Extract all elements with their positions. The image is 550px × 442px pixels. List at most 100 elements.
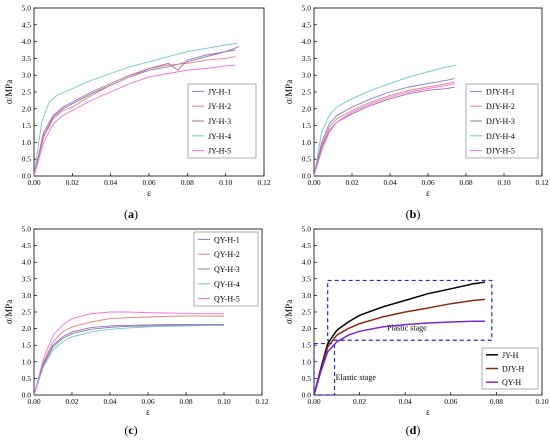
panel-d-x-axis-label: ε — [426, 407, 430, 417]
panel-d-y-tick-label: 0.5 — [302, 374, 312, 383]
panel-b-y-tick-label: 1.5 — [302, 121, 312, 130]
panel-b-x-tick-label: 0.00 — [307, 178, 320, 187]
panel-a-legend-label-2: JY-H-2 — [208, 102, 231, 111]
panel-b-x-tick-label: 0.02 — [345, 178, 358, 187]
panel-a-y-tick-label: 5.0 — [22, 4, 32, 13]
panel-a-x-tick-label: 0.02 — [66, 178, 79, 187]
panel-b-series-line-2 — [313, 81, 455, 177]
panel-a-x-tick-label: 0.06 — [142, 178, 155, 187]
panel-a-series-line-3 — [33, 46, 240, 177]
panel-a-legend-label-3: JY-H-3 — [208, 117, 231, 126]
panel-c-x-tick-label: 0.00 — [27, 397, 40, 406]
panel-a-series-line-5 — [33, 64, 236, 177]
panel-c-y-tick-label: 3.0 — [22, 291, 32, 300]
panel-d-elastic-stage-label: Elastic stage — [336, 373, 377, 382]
panel-b-y-tick-label: 3.5 — [302, 54, 312, 63]
panel-b-y-tick-label: 1.0 — [302, 138, 312, 147]
panel-b-caption: (b) — [406, 207, 421, 221]
panel-c-x-tick-label: 0.04 — [103, 397, 116, 406]
panel-b-x-tick-label: 0.04 — [383, 178, 396, 187]
panel-a-x-tick-label: 0.10 — [219, 178, 232, 187]
panel-c-y-tick-label: 5.0 — [22, 225, 32, 234]
panel-c-y-tick-label: 2.0 — [22, 324, 32, 333]
panel-b-x-tick-label: 0.08 — [459, 178, 472, 187]
panel-b-y-tick-label: 0.5 — [302, 155, 312, 164]
panel-b-y-axis-label: σ/MPa — [284, 80, 294, 104]
panel-a-legend-label-4: JY-H-4 — [208, 132, 231, 141]
panel-b-series-line-4 — [313, 64, 457, 177]
panel-d-elastic-stage-box — [313, 342, 336, 396]
panel-c-legend-label-4: QY-H-4 — [214, 280, 240, 289]
panel-b-series-line-5 — [313, 83, 455, 177]
panel-d-y-tick-label: 0.0 — [302, 391, 312, 400]
panel-c-series-line-1 — [33, 324, 224, 396]
panel-c-y-tick-label: 1.0 — [22, 357, 32, 366]
panel-b-x-tick-label: 0.06 — [421, 178, 434, 187]
panel-a-y-tick-label: 1.0 — [22, 138, 32, 147]
panel-a-x-tick-label: 0.04 — [104, 178, 117, 187]
panel-d-y-tick-label: 2.5 — [302, 308, 312, 317]
panel-b-legend-label-5: DJY-H-5 — [486, 147, 515, 156]
panel-c-y-tick-label: 4.5 — [22, 241, 32, 250]
panel-a-y-tick-label: 2.5 — [22, 88, 32, 97]
panel-b-x-axis-label: ε — [426, 188, 430, 198]
panel-d-x-tick-label: 0.10 — [535, 397, 548, 406]
panel-c-x-tick-label: 0.08 — [179, 397, 192, 406]
panel-a-legend-label-5: JY-H-5 — [208, 147, 231, 156]
panel-a-caption: (a) — [124, 207, 138, 221]
panel-c-y-tick-label: 4.0 — [22, 258, 32, 267]
panel-a-y-tick-label: 4.5 — [22, 20, 32, 29]
panel-b-legend-label-4: DJY-H-4 — [486, 132, 515, 141]
panel-c-series-line-5 — [33, 311, 224, 396]
panel-d-y-tick-label: 3.0 — [302, 291, 312, 300]
panel-a-series-line-2 — [33, 56, 236, 177]
panel-c-x-axis-label: ε — [146, 407, 150, 417]
panel-c-x-tick-label: 0.10 — [217, 397, 230, 406]
panel-d-series-line-1 — [313, 281, 486, 396]
panel-d-plastic-stage-label: Plastic stage — [387, 323, 427, 332]
panel-a-series-line-4 — [33, 42, 238, 177]
panel-d-x-tick-label: 0.08 — [490, 397, 503, 406]
panel-d-x-tick-label: 0.04 — [399, 397, 412, 406]
panel-a-y-tick-label: 3.0 — [22, 71, 32, 80]
panel-d-y-tick-label: 3.5 — [302, 274, 312, 283]
panel-b-y-tick-label: 2.5 — [302, 88, 312, 97]
panel-b-x-tick-label: 0.12 — [535, 178, 548, 187]
panel-d-x-tick-label: 0.00 — [307, 397, 320, 406]
panel-d-caption: (d) — [406, 423, 421, 437]
panel-c-x-tick-label: 0.06 — [141, 397, 154, 406]
panel-b-y-tick-label: 3.0 — [302, 71, 312, 80]
panel-b-y-tick-label: 4.0 — [302, 37, 312, 46]
panel-d-y-tick-label: 1.0 — [302, 357, 312, 366]
panel-a-x-axis-label: ε — [147, 188, 151, 198]
panel-c-legend-label-1: QY-H-1 — [214, 235, 240, 244]
panel-b-y-tick-label: 5.0 — [302, 4, 312, 13]
panel-b-y-tick-label: 2.0 — [302, 104, 312, 113]
panel-d-legend-label-3: QY-H — [502, 378, 521, 387]
panel-a-y-tick-label: 1.5 — [22, 121, 32, 130]
panel-d-y-axis-label: σ/MPa — [284, 300, 294, 324]
panel-b-legend-label-1: DJY-H-1 — [486, 87, 515, 96]
panel-d-legend-label-1: JY-H — [502, 351, 519, 360]
panel-c-y-tick-label: 2.5 — [22, 308, 32, 317]
panel-c-series-line-2 — [33, 315, 224, 396]
panel-c-legend-label-3: QY-H-3 — [214, 265, 240, 274]
panel-c-legend-label-5: QY-H-5 — [214, 295, 240, 304]
panel-a-y-tick-label: 3.5 — [22, 54, 32, 63]
panel-a-y-tick-label: 2.0 — [22, 104, 32, 113]
panel-a-y-tick-label: 0.5 — [22, 155, 32, 164]
panel-c-x-tick-label: 0.02 — [65, 397, 78, 406]
panel-c-y-tick-label: 3.5 — [22, 274, 32, 283]
panel-d-y-tick-label: 1.5 — [302, 341, 312, 350]
panel-a-y-axis-label: σ/MPa — [4, 80, 14, 104]
panel-d-x-tick-label: 0.06 — [444, 397, 457, 406]
panel-b-x-tick-label: 0.10 — [497, 178, 510, 187]
panel-d-y-tick-label: 5.0 — [302, 225, 312, 234]
panel-b-y-tick-label: 0.0 — [302, 172, 312, 181]
panel-a-y-tick-label: 0.0 — [22, 172, 32, 181]
panel-a-x-tick-label: 0.08 — [181, 178, 194, 187]
panel-a-y-tick-label: 4.0 — [22, 37, 32, 46]
panel-b-legend-label-2: DJY-H-2 — [486, 102, 515, 111]
panel-d-y-tick-label: 4.5 — [302, 241, 312, 250]
